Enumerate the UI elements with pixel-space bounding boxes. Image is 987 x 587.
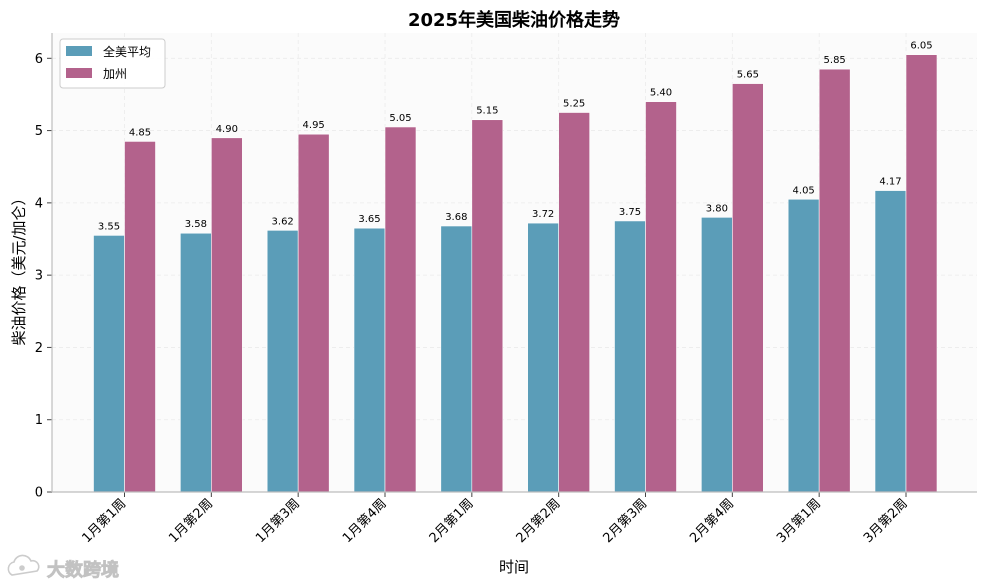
data-label: 3.80 bbox=[706, 203, 728, 214]
bar-national bbox=[614, 220, 646, 493]
bar-california bbox=[124, 141, 156, 493]
data-label: 5.15 bbox=[476, 106, 498, 117]
data-label: 4.90 bbox=[216, 124, 238, 135]
data-label: 4.17 bbox=[879, 177, 901, 188]
bar-california bbox=[645, 101, 677, 493]
legend-label-california: 加州 bbox=[103, 67, 127, 81]
y-tick-label: 6 bbox=[35, 52, 43, 67]
chart-title: 2025年美国柴油价格走势 bbox=[408, 9, 620, 31]
bar-california bbox=[905, 54, 938, 493]
bar-california bbox=[384, 126, 417, 493]
data-label: 5.05 bbox=[389, 113, 411, 124]
bar-california bbox=[818, 68, 851, 493]
y-tick-label: 3 bbox=[35, 269, 43, 284]
data-label: 5.40 bbox=[650, 88, 672, 99]
data-label: 4.95 bbox=[303, 120, 325, 131]
bar-national bbox=[874, 190, 907, 493]
data-label: 3.55 bbox=[98, 221, 120, 232]
legend-label-national: 全美平均 bbox=[103, 44, 151, 59]
data-label: 3.62 bbox=[272, 216, 294, 227]
data-label: 3.68 bbox=[445, 212, 467, 223]
bar-national bbox=[353, 227, 386, 493]
bar-california bbox=[211, 137, 243, 493]
bar-national bbox=[180, 232, 212, 493]
y-axis-label: 柴油价格（美元/加仑） bbox=[10, 190, 28, 345]
bar-national bbox=[93, 235, 125, 493]
data-label: 3.72 bbox=[532, 209, 554, 220]
watermark-text: 大数跨境 bbox=[47, 559, 119, 581]
bar-national bbox=[701, 217, 733, 493]
watermark: 大数跨境 bbox=[7, 554, 119, 581]
bar-california bbox=[471, 119, 504, 493]
bar-california bbox=[558, 112, 590, 493]
data-label: 3.75 bbox=[619, 207, 641, 218]
y-tick-label: 0 bbox=[35, 486, 43, 501]
data-label: 3.65 bbox=[358, 214, 380, 225]
data-label: 4.05 bbox=[793, 185, 815, 196]
bar-national bbox=[440, 225, 473, 493]
data-label: 6.05 bbox=[910, 41, 932, 52]
legend: 全美平均 加州 bbox=[59, 38, 166, 89]
bars bbox=[93, 54, 938, 493]
y-tick-label: 1 bbox=[35, 413, 43, 428]
x-axis-label: 时间 bbox=[499, 558, 529, 576]
bar-national bbox=[266, 230, 299, 493]
cloud-logo-icon bbox=[7, 554, 40, 576]
legend-swatch-national bbox=[66, 46, 92, 56]
legend-swatch-california bbox=[66, 68, 92, 78]
bar-california bbox=[297, 133, 330, 493]
bar-national bbox=[527, 222, 559, 493]
y-tick-label: 4 bbox=[35, 196, 43, 211]
y-tick-label: 5 bbox=[35, 124, 43, 139]
data-labels: 3.55 4.85 3.58 4.90 3.62 4.95 3.65 5.05 3.68 5.15… bbox=[98, 41, 933, 233]
data-label: 4.85 bbox=[129, 127, 151, 138]
y-tick-label: 2 bbox=[35, 341, 43, 356]
data-label: 3.58 bbox=[185, 219, 207, 230]
data-label: 5.25 bbox=[563, 99, 585, 110]
data-label: 5.85 bbox=[824, 55, 846, 66]
bar-california bbox=[732, 83, 764, 493]
data-label: 5.65 bbox=[737, 70, 759, 81]
bar-national bbox=[787, 198, 820, 493]
